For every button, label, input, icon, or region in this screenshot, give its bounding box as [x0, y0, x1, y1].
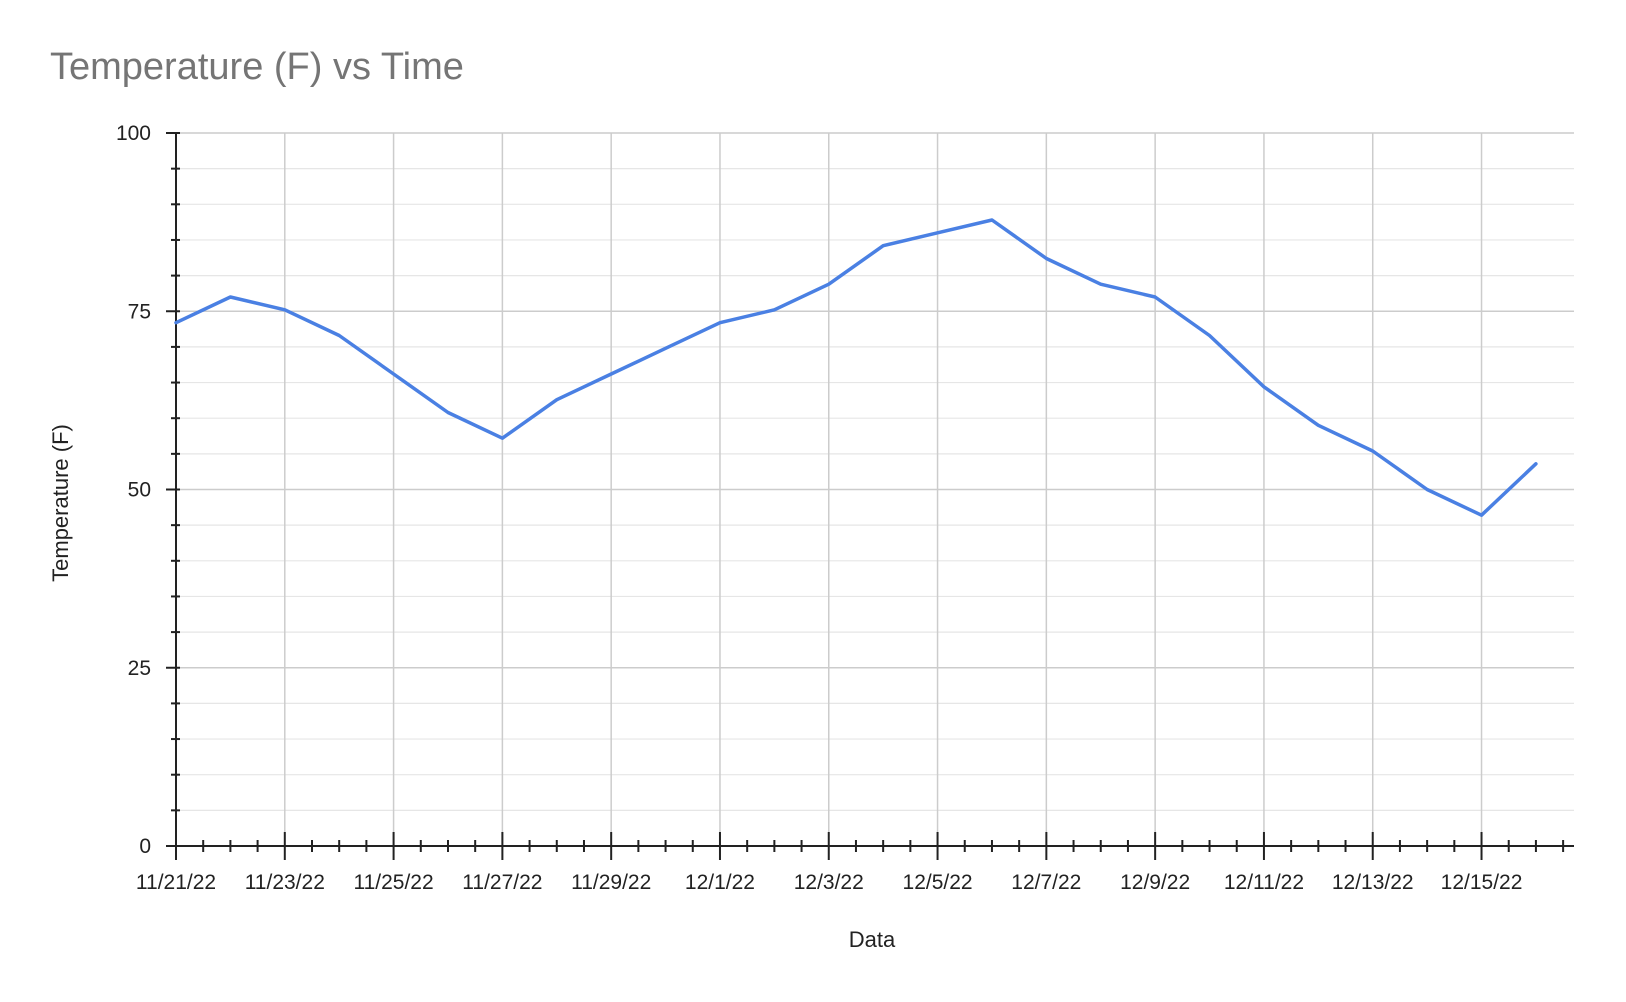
axes: [166, 132, 1574, 860]
x-tick-label: 11/23/22: [245, 871, 325, 894]
x-axis-label: Data: [849, 927, 896, 952]
x-tick-label: 12/9/22: [1120, 871, 1190, 894]
x-tick-label: 12/3/22: [794, 871, 864, 894]
y-axis-label: Temperature (F): [48, 424, 73, 582]
x-tick-label: 12/11/22: [1224, 871, 1304, 894]
series-layer: [174, 218, 1538, 517]
chart-title: Temperature (F) vs Time: [50, 46, 464, 88]
x-tick-label: 12/15/22: [1441, 871, 1523, 894]
x-tick-label: 11/21/22: [136, 871, 216, 894]
x-tick-label: 12/7/22: [1011, 871, 1081, 894]
grid: [176, 132, 1574, 846]
x-tick-label: 11/25/22: [353, 871, 433, 894]
y-tick-label: 25: [128, 657, 151, 680]
y-tick-label: 50: [128, 479, 151, 502]
y-tick-label: 0: [139, 835, 151, 858]
x-tick-label: 11/29/22: [571, 871, 651, 894]
x-tick-label: 12/1/22: [685, 871, 755, 894]
x-tick-label: 12/13/22: [1332, 871, 1414, 894]
y-tick-label: 75: [128, 300, 151, 323]
tick-labels: 0 25 50 75 100 11/21/22 11/23/22 11/25/22 11/27/…: [116, 122, 1522, 894]
x-tick-label: 12/5/22: [903, 871, 973, 894]
y-tick-label: 100: [116, 122, 151, 145]
series-line: [174, 218, 1538, 517]
x-tick-label: 11/27/22: [462, 871, 542, 894]
